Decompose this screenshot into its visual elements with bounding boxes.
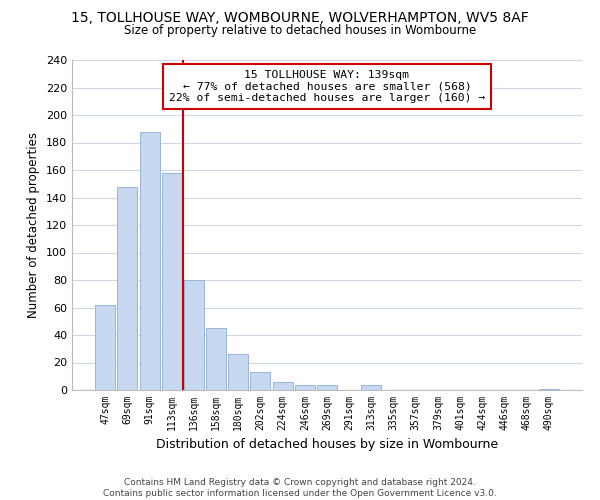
- Bar: [295, 384, 315, 390]
- Bar: [162, 173, 182, 390]
- Text: Size of property relative to detached houses in Wombourne: Size of property relative to detached ho…: [124, 24, 476, 37]
- Text: Contains HM Land Registry data © Crown copyright and database right 2024.
Contai: Contains HM Land Registry data © Crown c…: [103, 478, 497, 498]
- Y-axis label: Number of detached properties: Number of detached properties: [28, 132, 40, 318]
- Text: 15 TOLLHOUSE WAY: 139sqm
← 77% of detached houses are smaller (568)
22% of semi-: 15 TOLLHOUSE WAY: 139sqm ← 77% of detach…: [169, 70, 485, 103]
- Bar: [361, 384, 382, 390]
- X-axis label: Distribution of detached houses by size in Wombourne: Distribution of detached houses by size …: [156, 438, 498, 452]
- Bar: [317, 384, 337, 390]
- Bar: [140, 132, 160, 390]
- Bar: [272, 382, 293, 390]
- Bar: [184, 280, 204, 390]
- Bar: [250, 372, 271, 390]
- Bar: [539, 388, 559, 390]
- Text: 15, TOLLHOUSE WAY, WOMBOURNE, WOLVERHAMPTON, WV5 8AF: 15, TOLLHOUSE WAY, WOMBOURNE, WOLVERHAMP…: [71, 11, 529, 25]
- Bar: [228, 354, 248, 390]
- Bar: [95, 304, 115, 390]
- Bar: [206, 328, 226, 390]
- Bar: [118, 186, 137, 390]
